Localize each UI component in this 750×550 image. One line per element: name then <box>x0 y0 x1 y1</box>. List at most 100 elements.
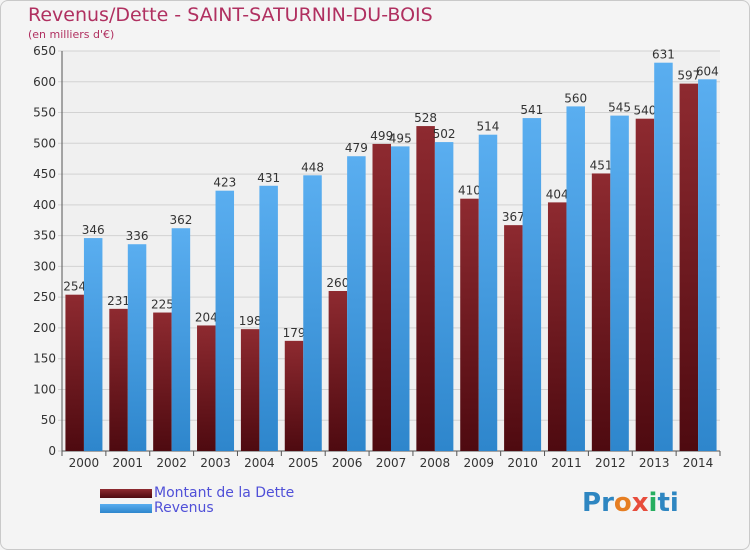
x-tick-label: 2009 <box>463 456 494 470</box>
legend-label-revenus: Revenus <box>154 500 214 516</box>
legend-swatch-revenus <box>100 503 152 513</box>
bar-dette <box>153 312 172 451</box>
logo-letter: i <box>669 488 679 518</box>
legend-label-dette: Montant de la Dette <box>154 485 295 501</box>
legend-item-dette: Montant de la Dette <box>100 486 294 501</box>
bar-revenus <box>215 190 235 451</box>
bar-revenus <box>171 228 191 451</box>
bar-dette <box>65 294 84 451</box>
y-tick-label: 400 <box>33 198 56 212</box>
y-tick-label: 100 <box>33 382 56 396</box>
logo-letter: o <box>613 488 632 518</box>
bar-dette <box>328 291 348 451</box>
data-label-revenus: 362 <box>169 213 192 227</box>
bar-dette <box>679 83 699 451</box>
data-label-dette: 260 <box>326 276 349 290</box>
y-tick-label: 500 <box>33 136 56 150</box>
y-tick-label: 600 <box>33 75 56 89</box>
bar-revenus <box>127 244 147 451</box>
x-tick-label: 2007 <box>376 456 407 470</box>
x-tick-label: 2010 <box>507 456 538 470</box>
y-tick-label: 300 <box>33 259 56 273</box>
bar-dette <box>547 202 567 451</box>
y-tick-label: 0 <box>48 444 56 458</box>
data-label-revenus: 541 <box>520 103 543 117</box>
data-label-revenus: 502 <box>433 127 456 141</box>
bar-revenus <box>698 79 717 452</box>
data-label-dette: 179 <box>283 326 306 340</box>
logo-letter: x <box>631 488 649 518</box>
data-label-revenus: 448 <box>301 160 324 174</box>
y-tick-label: 200 <box>33 321 56 335</box>
data-label-dette: 597 <box>677 69 700 83</box>
bar-revenus <box>654 62 673 451</box>
x-tick-label: 2014 <box>683 456 714 470</box>
data-label-revenus: 604 <box>696 64 719 78</box>
bar-revenus <box>83 238 103 451</box>
bar-dette <box>197 325 216 451</box>
bar-revenus <box>478 134 498 451</box>
x-tick-label: 2006 <box>332 456 363 470</box>
bar-revenus <box>347 156 366 451</box>
bar-dette <box>240 329 260 451</box>
data-label-revenus: 346 <box>82 223 105 237</box>
bar-revenus <box>259 185 278 451</box>
data-label-dette: 231 <box>107 294 130 308</box>
legend-item-revenus: Revenus <box>100 501 294 516</box>
x-tick-label: 2005 <box>288 456 319 470</box>
bar-dette <box>284 340 304 451</box>
x-tick-label: 2000 <box>69 456 100 470</box>
data-label-dette: 528 <box>414 111 437 125</box>
data-label-dette: 254 <box>63 280 86 294</box>
y-tick-label: 250 <box>33 290 56 304</box>
bar-revenus <box>391 146 410 451</box>
bar-revenus <box>303 175 322 452</box>
x-tick-label: 2004 <box>244 456 275 470</box>
data-label-dette: 540 <box>633 104 656 118</box>
data-label-dette: 367 <box>502 210 525 224</box>
bar-revenus <box>566 106 585 451</box>
data-label-dette: 198 <box>239 314 262 328</box>
bar-dette <box>504 225 523 451</box>
proxiti-logo: Proxiti <box>582 488 679 518</box>
y-tick-label: 50 <box>41 413 56 427</box>
data-label-revenus: 336 <box>126 229 149 243</box>
bar-revenus <box>610 115 629 451</box>
logo-letter: t <box>657 488 670 518</box>
x-tick-label: 2012 <box>595 456 626 470</box>
data-label-dette: 499 <box>370 129 393 143</box>
data-label-revenus: 545 <box>608 101 631 115</box>
x-tick-label: 2001 <box>113 456 144 470</box>
data-label-revenus: 631 <box>652 48 675 62</box>
x-tick-label: 2002 <box>156 456 187 470</box>
data-label-dette: 451 <box>590 158 613 172</box>
data-label-dette: 404 <box>546 187 569 201</box>
data-label-revenus: 514 <box>477 120 500 134</box>
bar-dette <box>109 308 128 451</box>
legend-swatch-dette <box>100 488 152 498</box>
bar-dette <box>372 143 391 451</box>
logo-letter: P <box>582 488 602 518</box>
legend: Montant de la Dette Revenus <box>100 486 294 516</box>
data-label-revenus: 479 <box>345 141 368 155</box>
data-label-revenus: 560 <box>564 91 587 105</box>
x-tick-label: 2013 <box>639 456 670 470</box>
data-label-dette: 204 <box>195 310 218 324</box>
y-tick-label: 350 <box>33 229 56 243</box>
x-tick-label: 2003 <box>200 456 231 470</box>
logo-letter: i <box>648 488 658 518</box>
y-tick-label: 450 <box>33 167 56 181</box>
bar-dette <box>635 118 655 451</box>
y-tick-label: 150 <box>33 352 56 366</box>
bar-dette <box>416 126 435 452</box>
x-tick-label: 2011 <box>551 456 582 470</box>
x-tick-label: 2008 <box>420 456 451 470</box>
data-label-dette: 225 <box>151 298 174 312</box>
chart-subtitle: (en milliers d'€) <box>28 28 115 41</box>
data-label-revenus: 431 <box>257 171 280 185</box>
data-label-dette: 410 <box>458 184 481 198</box>
y-tick-label: 550 <box>33 106 56 120</box>
chart-title: Revenus/Dette - SAINT-SATURNIN-DU-BOIS <box>28 4 433 26</box>
logo-letter: r <box>601 488 614 518</box>
bar-revenus <box>434 142 454 452</box>
